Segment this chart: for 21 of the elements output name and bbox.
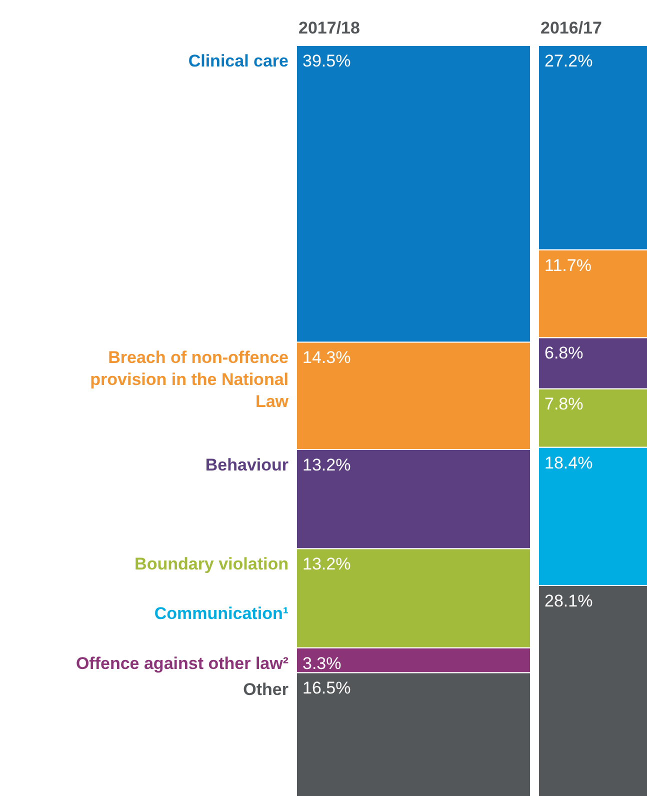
data-label: 3.3% <box>302 654 342 673</box>
data-label: 6.8% <box>544 344 584 363</box>
series-label: Offence against other law² <box>76 654 289 673</box>
data-label: 7.8% <box>544 394 584 414</box>
series-label: Behaviour <box>205 456 289 475</box>
data-label: 16.5% <box>302 678 351 698</box>
series-label: Boundary violation <box>134 554 289 574</box>
data-label: 13.2% <box>302 554 351 574</box>
data-label: 28.1% <box>544 591 593 610</box>
data-label: 11.7% <box>544 256 592 275</box>
text: Communication¹ <box>154 604 289 624</box>
x-tick-label: 2016/17 <box>540 18 602 38</box>
data-label: 39.5% <box>302 52 351 70</box>
data-label: 27.2% <box>544 52 593 70</box>
series-label: Breach of non-offence provision in the National Law <box>90 348 290 412</box>
data-label: 14.3% <box>302 348 351 368</box>
x-tick-label: 2017/18 <box>298 18 360 38</box>
series-label: Other <box>243 680 289 699</box>
data-label: 13.2% <box>302 456 351 475</box>
data-label: 18.4% <box>544 453 593 472</box>
series-label: Clinical care <box>188 52 289 70</box>
